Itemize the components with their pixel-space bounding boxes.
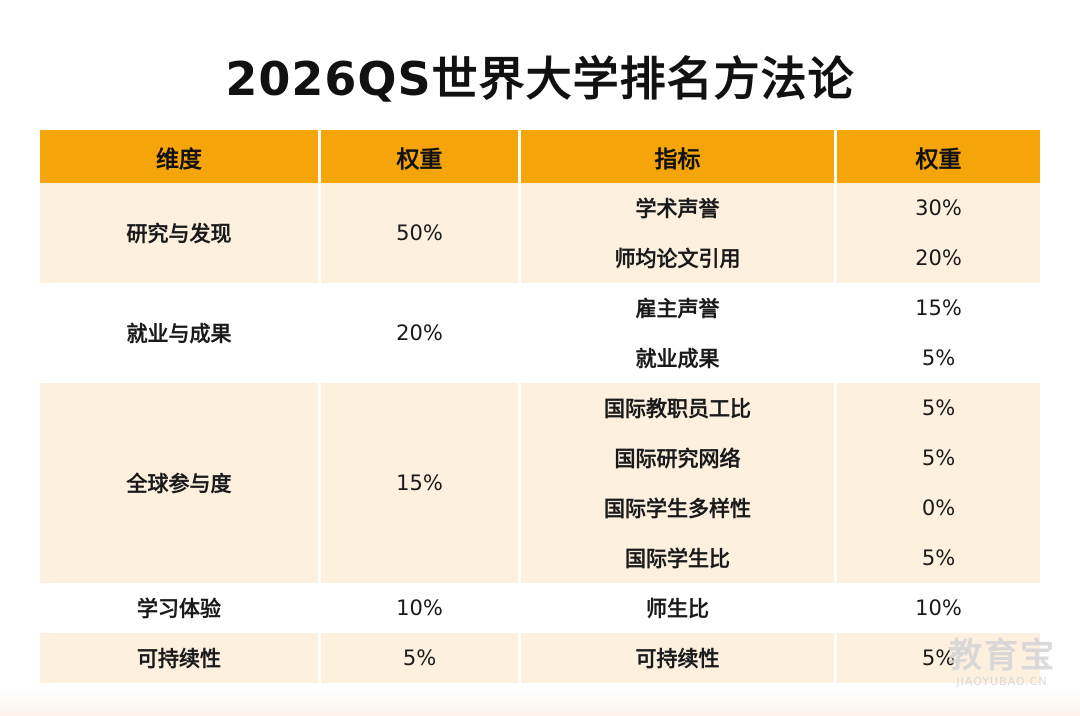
indicator-weight-cell: 5% xyxy=(837,633,1040,683)
dimension-cell: 可持续性 xyxy=(40,633,321,683)
indicator-cell: 雇主声誉 xyxy=(521,283,837,333)
indicator-cell: 就业成果 xyxy=(521,333,837,383)
indicator-weight-cell: 10% xyxy=(837,583,1040,633)
indicator-weight-cell: 5% xyxy=(837,533,1040,583)
indicator-cell: 国际学生比 xyxy=(521,533,837,583)
watermark-logo: 教育宝 JIAOYUBAO.CN xyxy=(948,636,1056,688)
indicator-weight-cell: 0% xyxy=(837,483,1040,533)
header-indicator-weight: 权重 xyxy=(837,130,1040,183)
indicator-cell: 国际学生多样性 xyxy=(521,483,837,533)
dimension-cell: 学习体验 xyxy=(40,583,321,633)
dimension-cell: 就业与成果 xyxy=(40,283,321,383)
dimension-cell: 全球参与度 xyxy=(40,383,321,583)
indicator-weight-cell: 30% xyxy=(837,183,1040,233)
watermark-sub-text: JIAOYUBAO.CN xyxy=(956,675,1048,688)
dimension-weight-cell: 20% xyxy=(321,283,521,383)
dimension-weight-cell: 5% xyxy=(321,633,521,683)
dimension-cell: 研究与发现 xyxy=(40,183,321,283)
indicator-cell: 国际教职员工比 xyxy=(521,383,837,433)
indicator-cell: 师生比 xyxy=(521,583,837,633)
indicator-weight-cell: 5% xyxy=(837,433,1040,483)
header-indicator: 指标 xyxy=(521,130,837,183)
header-dimension: 维度 xyxy=(40,130,321,183)
dimension-weight-cell: 50% xyxy=(321,183,521,283)
indicator-cell: 学术声誉 xyxy=(521,183,837,233)
header-dimension-weight: 权重 xyxy=(321,130,521,183)
page-title: 2026QS世界大学排名方法论 xyxy=(225,52,855,106)
methodology-table: 维度 权重 指标 权重 研究与发现 50% 学术声誉 30% 师均论文引用 20… xyxy=(40,130,1040,683)
footer-fade xyxy=(0,690,1080,716)
indicator-weight-cell: 5% xyxy=(837,383,1040,433)
indicator-weight-cell: 5% xyxy=(837,333,1040,383)
dimension-weight-cell: 15% xyxy=(321,383,521,583)
indicator-weight-cell: 20% xyxy=(837,233,1040,283)
dimension-weight-cell: 10% xyxy=(321,583,521,633)
indicator-weight-cell: 15% xyxy=(837,283,1040,333)
indicator-cell: 国际研究网络 xyxy=(521,433,837,483)
indicator-cell: 可持续性 xyxy=(521,633,837,683)
indicator-cell: 师均论文引用 xyxy=(521,233,837,283)
watermark-main-text: 教育宝 xyxy=(948,636,1056,676)
